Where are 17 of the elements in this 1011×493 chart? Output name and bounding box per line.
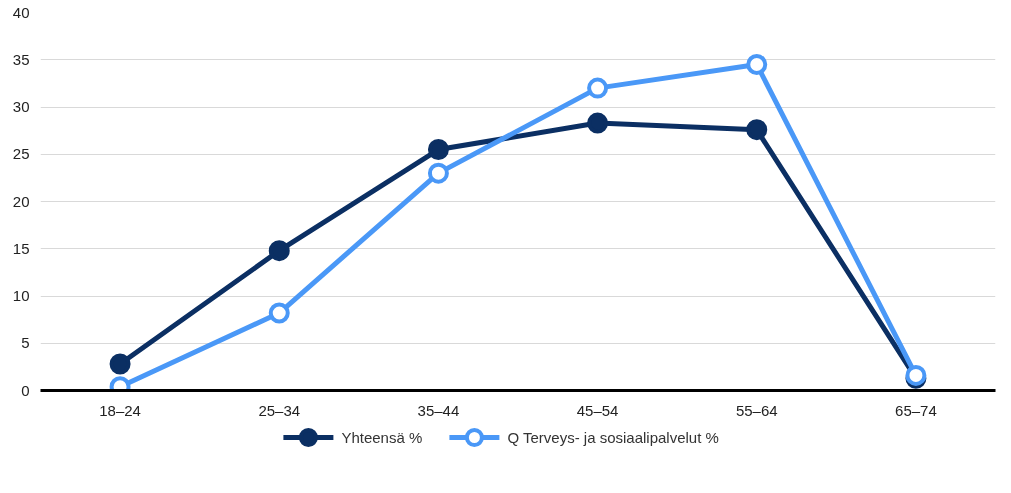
y-tick-label: 15 xyxy=(12,239,30,257)
y-tick-label: 5 xyxy=(21,334,30,352)
y-tick-label: 0 xyxy=(21,381,30,399)
y-tick-label: 35 xyxy=(12,50,30,68)
x-tick-label: 18–24 xyxy=(99,401,141,419)
y-tick-label: 25 xyxy=(12,145,30,163)
x-tick-label: 65–74 xyxy=(895,401,937,419)
legend-label: Q Terveys- ja sosiaalipalvelut % xyxy=(507,429,719,446)
x-tick-label: 25–34 xyxy=(258,401,301,419)
x-tick-label: 45–54 xyxy=(576,401,619,419)
y-tick-label: 20 xyxy=(12,192,30,210)
y-tick-label: 30 xyxy=(12,98,30,115)
y-tick-label: 10 xyxy=(12,287,30,304)
x-tick-label: 55–64 xyxy=(735,401,778,419)
legend-label: Yhteensä % xyxy=(341,429,423,446)
y-tick-label: 40 xyxy=(12,3,30,21)
x-tick-label: 35–44 xyxy=(417,401,460,419)
